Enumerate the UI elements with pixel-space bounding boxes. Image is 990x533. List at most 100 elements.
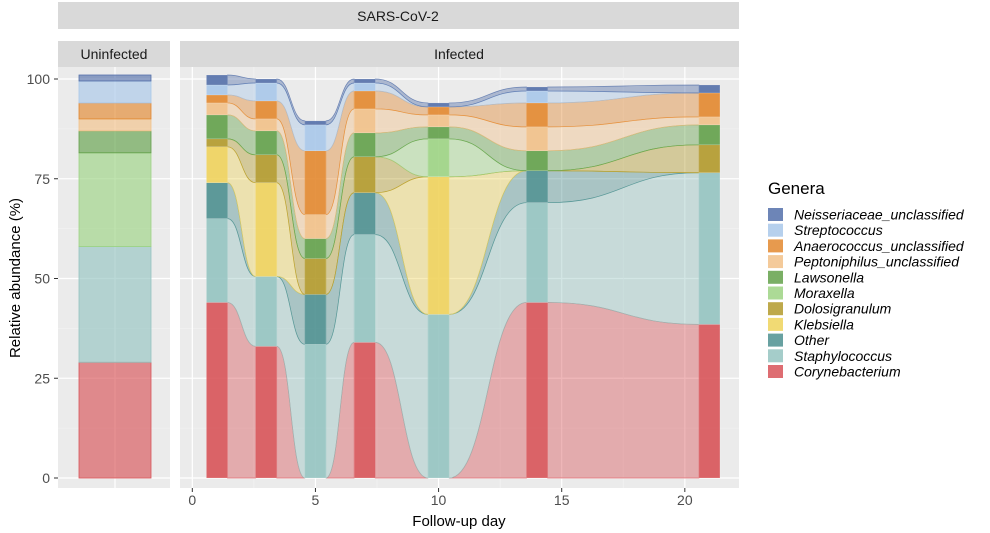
- x-tick-label: 5: [312, 492, 320, 508]
- bar-segment-other-day5: [304, 294, 327, 345]
- x-tick-label: 15: [554, 492, 570, 508]
- flow-neisseriaceae-unclassified-day1-to-3: [227, 74, 257, 86]
- bar-segment-peptoniphilus-unclassified-day21: [698, 116, 721, 126]
- bar-segment-streptococcus-day7: [353, 82, 376, 92]
- bar-segment-dolosigranulum-day21: [698, 144, 721, 173]
- bar-segment-peptoniphilus-unclassified-day3: [255, 118, 277, 132]
- flow-corynebacterium-day14-to-21: [547, 302, 700, 479]
- bar-segment-corynebacterium-day14: [526, 302, 548, 479]
- bar-segment-klebsiella-day1: [206, 146, 228, 183]
- bar-segment-other-day7: [353, 192, 376, 235]
- bar-segment-anaerococcus-unclassified-day21: [698, 92, 721, 118]
- bar-segment-lawsonella-day10: [427, 126, 450, 140]
- legend-swatch-peptoniphilus-unclassified: [768, 255, 783, 269]
- legend-label-other: Other: [794, 332, 830, 348]
- bar-segment-streptococcus-day14: [526, 90, 548, 104]
- bar-segment-corynebacterium-day3: [255, 346, 277, 479]
- bar-segment-lawsonella-day21: [698, 124, 721, 146]
- bar-segment-streptococcus-day1: [206, 84, 228, 96]
- uninfected-segment-neisseriaceae-unclassified: [78, 74, 152, 82]
- y-tick-label: 0: [42, 470, 50, 486]
- bar-segment-peptoniphilus-unclassified-day5: [304, 214, 327, 239]
- bar-segment-klebsiella-day10: [427, 176, 450, 315]
- bar-segment-staphylococcus-day1: [206, 218, 228, 303]
- bar-segment-anaerococcus-unclassified-day3: [255, 100, 277, 120]
- legend-label-streptococcus: Streptococcus: [794, 222, 883, 238]
- legend-label-peptoniphilus-unclassified: Peptoniphilus_unclassified: [794, 254, 960, 270]
- legend-label-neisseriaceae-unclassified: Neisseriaceae_unclassified: [794, 207, 965, 223]
- legend-swatch-staphylococcus: [768, 349, 783, 363]
- legend-label-corynebacterium: Corynebacterium: [794, 364, 901, 380]
- uninfected-segment-moraxella: [78, 152, 152, 247]
- bar-segment-corynebacterium-day7: [353, 342, 376, 479]
- y-tick-label: 100: [27, 71, 51, 87]
- legend-title: Genera: [768, 179, 825, 198]
- legend-label-staphylococcus: Staphylococcus: [794, 348, 892, 364]
- y-tick-label: 75: [34, 171, 50, 187]
- bar-segment-anaerococcus-unclassified-day7: [353, 90, 376, 110]
- bar-segment-dolosigranulum-day7: [353, 156, 376, 193]
- y-axis-title: Relative abundance (%): [7, 198, 24, 358]
- bar-segment-peptoniphilus-unclassified-day14: [526, 126, 548, 152]
- uninfected-segment-peptoniphilus-unclassified: [78, 118, 152, 132]
- bar-segment-anaerococcus-unclassified-day10: [427, 106, 450, 116]
- x-tick-label: 20: [677, 492, 693, 508]
- bar-segment-staphylococcus-day10: [427, 314, 450, 479]
- panel-strip-uninfected: [58, 41, 170, 67]
- legend-swatch-other: [768, 333, 783, 347]
- flow-neisseriaceae-unclassified-day7-to-10: [374, 78, 429, 108]
- bar-segment-staphylococcus-day3: [255, 276, 277, 347]
- bar-segment-staphylococcus-day7: [353, 234, 376, 343]
- bar-segment-peptoniphilus-unclassified-day1: [206, 102, 228, 116]
- bar-segment-corynebacterium-day1: [206, 302, 228, 479]
- bar-segment-staphylococcus-day21: [698, 172, 721, 325]
- legend-swatch-anaerococcus-unclassified: [768, 239, 783, 253]
- flow-layer: [227, 74, 700, 479]
- uninfected-segment-streptococcus: [78, 80, 152, 104]
- uninfected-segment-staphylococcus: [78, 246, 152, 363]
- bar-segment-anaerococcus-unclassified-day1: [206, 94, 228, 104]
- legend: Neisseriaceae_unclassifiedStreptococcusA…: [768, 207, 965, 380]
- bar-segment-klebsiella-day3: [255, 182, 277, 277]
- bar-segment-neisseriaceae-unclassified-day1: [206, 74, 228, 86]
- y-tick-label: 50: [34, 271, 50, 287]
- bar-segment-moraxella-day10: [427, 138, 450, 177]
- bar-segment-staphylococcus-day14: [526, 202, 548, 303]
- bar-segment-dolosigranulum-day5: [304, 258, 327, 295]
- bar-segment-lawsonella-day14: [526, 150, 548, 171]
- flow-neisseriaceae-unclassified-day10-to-14: [448, 86, 527, 108]
- y-tick-label: 25: [34, 370, 50, 386]
- bar-segment-lawsonella-day3: [255, 130, 277, 156]
- legend-swatch-moraxella: [768, 286, 783, 300]
- x-tick-label: 0: [188, 492, 196, 508]
- bar-segment-anaerococcus-unclassified-day14: [526, 102, 548, 128]
- title-strip: [58, 2, 739, 29]
- x-tick-label: 10: [431, 492, 447, 508]
- x-axis-title: Follow-up day: [412, 513, 506, 530]
- bar-segment-lawsonella-day5: [304, 238, 327, 259]
- bar-segment-neisseriaceae-unclassified-day3: [255, 78, 277, 84]
- panel-label-uninfected: Uninfected: [81, 46, 148, 62]
- legend-swatch-dolosigranulum: [768, 302, 783, 316]
- bar-segment-dolosigranulum-day1: [206, 138, 228, 148]
- legend-swatch-klebsiella: [768, 317, 783, 331]
- legend-label-klebsiella: Klebsiella: [794, 316, 854, 332]
- bar-segment-anaerococcus-unclassified-day5: [304, 150, 327, 215]
- bar-segment-peptoniphilus-unclassified-day7: [353, 108, 376, 134]
- axis-layer: 0 25 50 75 100 0 5 10 15 20: [27, 71, 693, 508]
- legend-label-anaerococcus-unclassified: Anaerococcus_unclassified: [793, 238, 965, 254]
- legend-label-moraxella: Moraxella: [794, 285, 855, 301]
- uninfected-segment-lawsonella: [78, 130, 152, 154]
- bar-segment-neisseriaceae-unclassified-day14: [526, 86, 548, 92]
- bar-segment-corynebacterium-day21: [698, 324, 721, 479]
- legend-swatch-lawsonella: [768, 270, 783, 284]
- bar-segment-streptococcus-day3: [255, 82, 277, 102]
- panel-strip-infected: [180, 41, 739, 67]
- legend-swatch-streptococcus: [768, 223, 783, 237]
- bar-segment-other-day1: [206, 182, 228, 219]
- legend-swatch-corynebacterium: [768, 365, 783, 378]
- uninfected-segment-anaerococcus-unclassified: [78, 102, 152, 120]
- bar-segment-neisseriaceae-unclassified-day5: [304, 120, 327, 126]
- bar-segment-staphylococcus-day5: [304, 344, 327, 479]
